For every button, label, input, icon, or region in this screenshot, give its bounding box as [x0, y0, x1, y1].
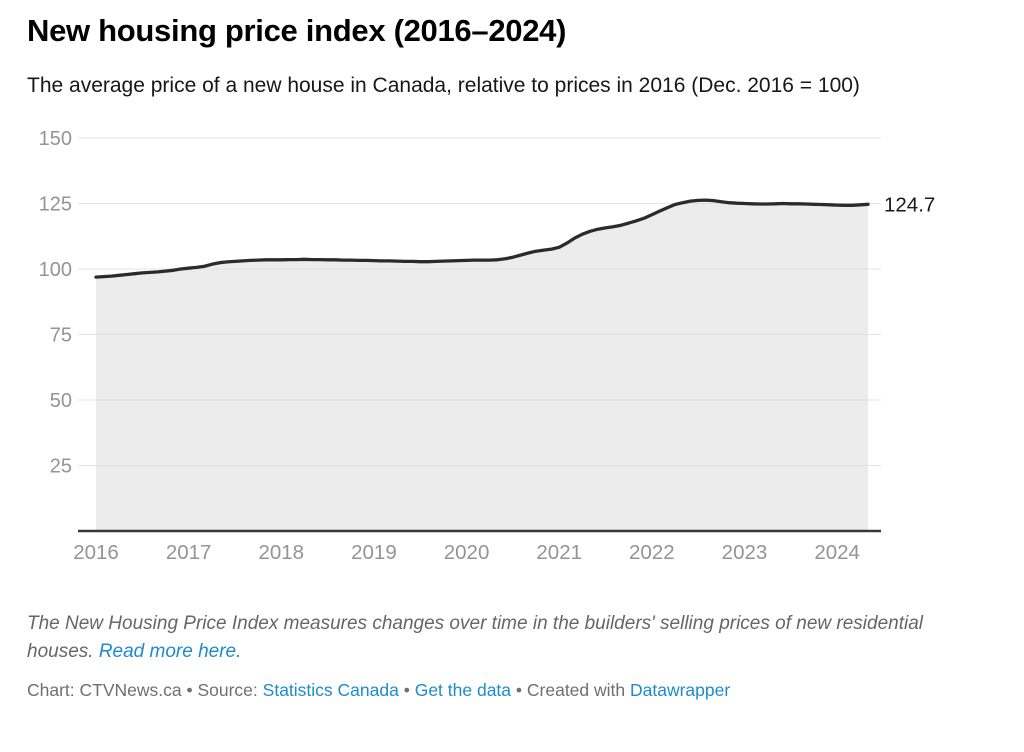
chart-notes: The New Housing Price Index measures cha…: [27, 610, 987, 667]
x-tick-label: 2022: [629, 541, 675, 564]
get-the-data-link[interactable]: Get the data: [414, 679, 512, 700]
y-tick-label: 50: [50, 390, 72, 412]
x-tick-label: 2024: [814, 541, 860, 564]
chart-canvas: 150 125 100 75 50 25 2016 2017 2018 2019 2020 2021 2…: [39, 128, 936, 564]
chart-subtitle: The average price of a new house in Cana…: [27, 74, 860, 98]
statistics-canada-link[interactable]: Statistics Canada: [262, 679, 399, 700]
chart-title: New housing price index (2016–2024): [27, 13, 567, 48]
datawrapper-link[interactable]: Datawrapper: [630, 679, 731, 700]
y-tick-label: 25: [50, 455, 72, 477]
area-fill: [96, 199, 868, 531]
x-tick-label: 2020: [444, 541, 490, 564]
x-tick-label: 2023: [722, 541, 768, 564]
end-value-label: 124.7: [884, 193, 935, 216]
y-tick-label: 100: [39, 259, 72, 281]
attribution-prefix: Chart: CTVNews.ca • Source:: [27, 679, 263, 700]
read-more-link[interactable]: Read more here.: [98, 641, 242, 663]
x-tick-label: 2016: [73, 541, 119, 564]
x-tick-label: 2019: [351, 541, 397, 564]
chart-attribution: Chart: CTVNews.ca • Source: Statistics C…: [27, 680, 994, 701]
notes-text: The New Housing Price Index measures cha…: [27, 612, 924, 663]
attribution-created-with: • Created with: [511, 679, 630, 700]
x-tick-label: 2017: [166, 541, 212, 564]
data-line: [94, 198, 870, 279]
x-tick-label: 2018: [258, 541, 304, 564]
area-chart: 150 125 100 75 50 25 2016 2017 2018 2019 2020 2021 2…: [0, 116, 1024, 586]
y-tick-label: 125: [39, 193, 72, 215]
attribution-separator: •: [398, 679, 415, 700]
y-tick-label: 75: [50, 324, 72, 346]
datawrapper-chart-page: New housing price index (2016–2024) The …: [0, 13, 1024, 701]
y-tick-label: 150: [39, 128, 72, 150]
x-tick-label: 2021: [536, 541, 582, 564]
